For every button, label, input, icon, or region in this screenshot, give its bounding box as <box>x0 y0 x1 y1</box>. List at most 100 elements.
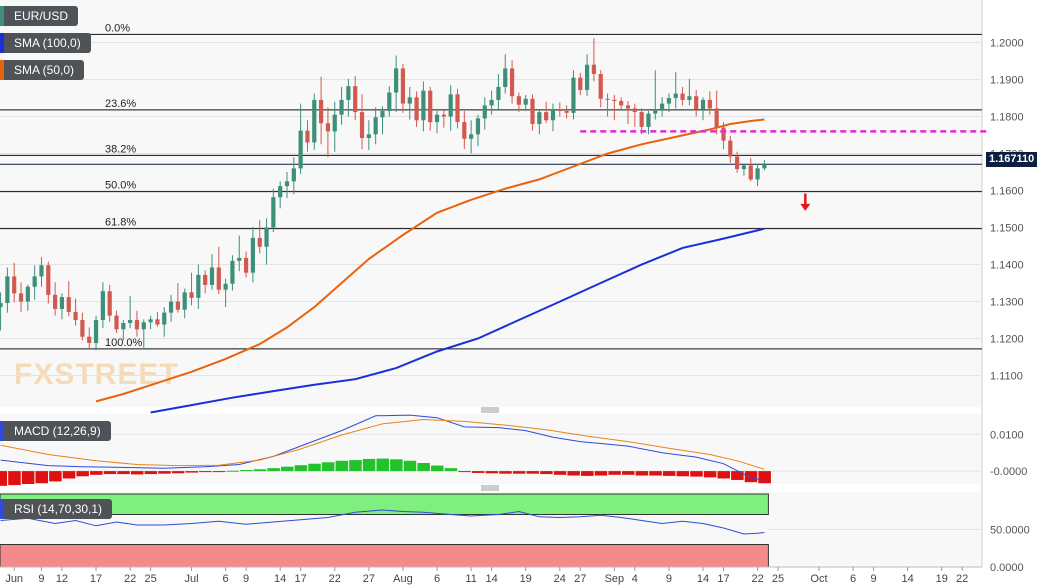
candle-bearish <box>694 89 699 117</box>
macd-histogram-bar <box>117 471 130 475</box>
candle-bearish <box>66 281 71 317</box>
price-tick-label: 1.1900 <box>990 75 1024 87</box>
macd-histogram-bar <box>376 458 389 472</box>
instrument-legend[interactable]: EUR/USD <box>0 6 79 26</box>
candle-bullish <box>25 284 30 311</box>
candle-bullish <box>121 320 126 341</box>
macd-histogram-bar <box>253 469 267 472</box>
candle-body <box>557 109 562 111</box>
candle-bullish <box>5 267 10 313</box>
candle-body <box>728 140 733 157</box>
candle-bearish <box>591 38 596 82</box>
candle-bearish <box>441 109 446 128</box>
candle-bullish <box>291 157 296 195</box>
macd-histogram-bar <box>471 471 485 473</box>
candle-bullish <box>141 319 146 348</box>
macd-histogram-bar <box>703 471 717 478</box>
candle-bullish <box>312 93 317 150</box>
candle-bearish <box>564 105 569 119</box>
macd-histogram-bar <box>49 471 62 482</box>
candle-bearish <box>516 92 521 113</box>
candle-bullish <box>250 226 255 283</box>
candle-body <box>73 311 78 321</box>
candle-body <box>243 257 249 273</box>
candle-body <box>455 94 460 123</box>
rsi-overbought-zone <box>0 493 769 515</box>
candle-body <box>694 96 699 110</box>
candle-bullish <box>762 160 767 171</box>
candle-body <box>400 68 406 104</box>
sma50-label: SMA (50,0) <box>14 63 75 77</box>
candle-body <box>680 93 685 100</box>
candle-bullish <box>646 111 651 135</box>
candle-bearish <box>359 94 365 150</box>
macd-histogram-bar <box>185 471 199 473</box>
candle-bullish <box>59 293 65 320</box>
sma100-legend[interactable]: SMA (100,0) <box>0 33 91 53</box>
candle-body <box>564 111 569 113</box>
candle-bullish <box>182 288 187 319</box>
fib-level-label: 50.0% <box>105 180 136 192</box>
time-tick-label: 22 <box>124 573 136 585</box>
candle-bearish <box>509 60 515 104</box>
candle-body <box>673 93 678 99</box>
candle-body <box>550 109 556 121</box>
candle-body <box>46 265 51 295</box>
candle-body <box>707 99 712 109</box>
macd-histogram-bar <box>199 471 212 473</box>
time-tick-label: 22 <box>956 573 968 585</box>
time-tick-label: 19 <box>936 573 948 585</box>
sma50-line <box>95 118 765 403</box>
candle-bearish <box>748 157 753 182</box>
candle-body <box>407 97 412 104</box>
candle-body <box>284 181 290 187</box>
candle-bearish <box>189 272 194 306</box>
candle-body <box>319 99 324 124</box>
macd-histogram-bar <box>717 471 730 479</box>
candle-bullish <box>93 315 99 351</box>
candle-bullish <box>653 70 658 120</box>
macd-histogram-bar <box>458 471 471 473</box>
candle-body <box>332 114 337 132</box>
candle-body <box>462 122 467 139</box>
candle-bearish <box>155 311 160 327</box>
candle-body <box>441 114 446 117</box>
sma50-legend[interactable]: SMA (50,0) <box>0 60 85 80</box>
rsi-legend[interactable]: RSI (14,70,30,1) <box>0 499 113 519</box>
time-tick-label: 9 <box>38 573 44 585</box>
candle-body <box>414 97 419 121</box>
candle-body <box>475 118 481 135</box>
macd-histogram-bar <box>90 471 103 475</box>
macd-histogram-bar <box>308 463 321 472</box>
macd-histogram-bar <box>731 471 744 480</box>
candle-body <box>168 301 174 313</box>
time-tick-label: 22 <box>751 573 763 585</box>
candle-bullish <box>387 86 392 117</box>
candle-body <box>148 319 153 323</box>
macd-legend[interactable]: MACD (12,26,9) <box>0 421 111 441</box>
candle-body <box>584 64 590 90</box>
sma50-color-bar <box>0 60 4 80</box>
candle-body <box>387 92 392 111</box>
candle-body <box>762 164 767 169</box>
fib-level-label: 100.0% <box>105 337 143 349</box>
panel-resize-handle-1[interactable] <box>481 407 499 413</box>
macd-histogram-bar <box>499 471 512 474</box>
candle-body <box>155 319 160 325</box>
candle-bullish <box>366 120 371 150</box>
candle-body <box>646 113 651 127</box>
time-tick-label: 25 <box>144 573 156 585</box>
candle-bullish <box>284 172 290 198</box>
time-tick-label: 6 <box>434 573 440 585</box>
candle-bullish <box>584 54 590 97</box>
candle-body <box>359 112 365 139</box>
macd-histogram-bar <box>662 471 676 476</box>
candle-bullish <box>0 292 3 331</box>
time-tick-label: 22 <box>329 573 341 585</box>
panel-resize-handle-2[interactable] <box>481 485 499 491</box>
macd-histogram-bar <box>35 471 48 484</box>
sma100-label: SMA (100,0) <box>14 36 81 50</box>
candle-body <box>271 197 276 228</box>
candles-layer <box>0 38 767 351</box>
candle-body <box>305 130 310 143</box>
